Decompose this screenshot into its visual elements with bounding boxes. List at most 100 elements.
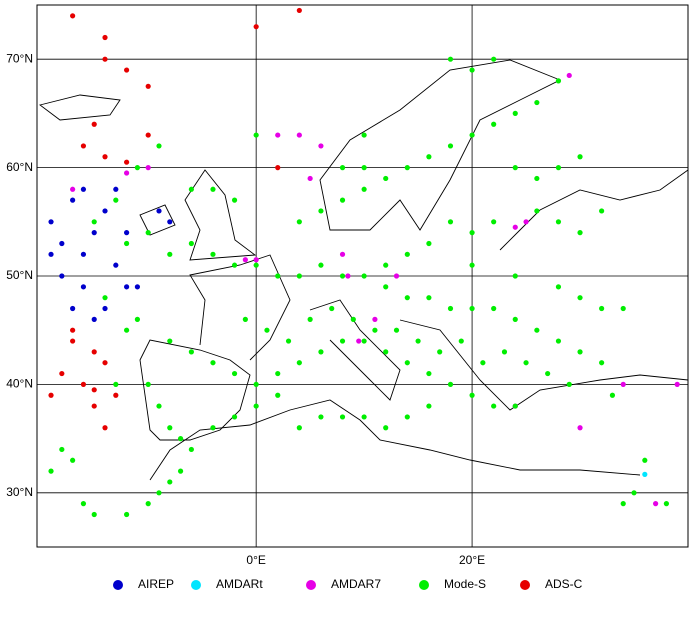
observation-point [674, 381, 680, 387]
observation-point [102, 154, 108, 160]
observation-point [253, 257, 259, 263]
observation-point [91, 230, 97, 236]
observation-point [167, 425, 173, 431]
observation-point [91, 349, 97, 355]
observation-point [275, 370, 281, 377]
observation-point [512, 165, 518, 171]
legend-marker [520, 580, 530, 590]
observation-point [80, 186, 87, 192]
legend-label: Mode-S [444, 577, 486, 591]
observation-point [469, 67, 475, 73]
observation-point [70, 197, 76, 203]
observation-point [307, 316, 313, 322]
observation-point [393, 327, 400, 333]
observation-point [339, 165, 346, 171]
y-tick-label: 70°N [6, 51, 33, 65]
observation-point [156, 403, 162, 409]
observation-point [620, 381, 626, 387]
observation-point [383, 349, 389, 355]
observation-point [80, 381, 87, 387]
observation-point [188, 240, 194, 247]
observation-point [264, 327, 270, 333]
observation-point [80, 143, 87, 149]
observation-point [480, 360, 486, 366]
observation-point [145, 501, 151, 507]
observation-point [512, 224, 518, 230]
observation-point [156, 490, 162, 496]
observation-point [404, 295, 410, 301]
observation-point [80, 284, 87, 290]
observation-point [469, 392, 475, 398]
y-tick-label: 30°N [6, 485, 33, 499]
observation-point [48, 251, 54, 257]
y-tick-label: 50°N [6, 268, 33, 282]
observation-point [177, 436, 184, 442]
observation-point [253, 403, 259, 409]
observation-point [383, 262, 389, 268]
observation-point [188, 186, 194, 192]
observation-point [534, 327, 540, 333]
observation-point [318, 349, 324, 355]
observation-point [70, 13, 76, 19]
observation-point [59, 273, 65, 279]
observation-point [59, 446, 65, 453]
observation-point [631, 490, 637, 496]
observation-point [426, 403, 432, 409]
legend-marker [306, 580, 316, 590]
observation-point [577, 425, 583, 431]
observation-point [177, 468, 184, 474]
observation-point [210, 425, 216, 431]
observation-point [609, 392, 616, 398]
observation-point [80, 251, 87, 257]
observation-point [102, 34, 108, 41]
observation-point [361, 186, 367, 192]
observation-point [134, 165, 141, 171]
observation-point [663, 501, 670, 507]
observation-point [447, 381, 454, 387]
observation-point [383, 284, 389, 290]
observation-point [102, 305, 108, 312]
observation-point [577, 349, 583, 355]
observation-point [124, 159, 130, 165]
observation-point [361, 273, 367, 279]
observation-point [113, 262, 119, 268]
observation-point [70, 305, 76, 312]
x-tick-label: 20°E [459, 553, 485, 567]
observation-point [404, 251, 410, 257]
legend-label: ADS-C [545, 577, 583, 591]
observation-point [296, 425, 302, 431]
observation-point [231, 370, 238, 377]
observation-point [447, 56, 454, 62]
observation-point [426, 240, 432, 247]
observation-point [491, 219, 497, 225]
x-tick-label: 0°E [246, 553, 265, 567]
observation-point [339, 251, 346, 257]
observation-point [469, 132, 475, 138]
observation-point [577, 230, 583, 236]
observation-point [48, 468, 54, 474]
legend-marker [113, 580, 123, 590]
observation-point [620, 305, 626, 312]
observation-point [48, 219, 54, 225]
observation-point [59, 240, 65, 247]
observation-point [599, 208, 605, 214]
observation-point [124, 67, 130, 73]
observation-point [113, 381, 119, 387]
observation-point [566, 381, 572, 387]
observation-point [426, 370, 432, 377]
observation-point [253, 262, 259, 268]
observation-point [156, 208, 162, 214]
observation-point [356, 338, 362, 344]
observation-point [113, 186, 119, 192]
observation-point [102, 360, 108, 366]
observation-point [296, 7, 302, 14]
observation-point [642, 471, 648, 477]
observation-point [329, 305, 335, 312]
observation-point [91, 511, 97, 518]
observation-point [469, 230, 475, 236]
observation-point [361, 414, 367, 420]
observation-point [70, 338, 76, 344]
observation-point [296, 132, 302, 138]
observation-point [124, 170, 130, 176]
